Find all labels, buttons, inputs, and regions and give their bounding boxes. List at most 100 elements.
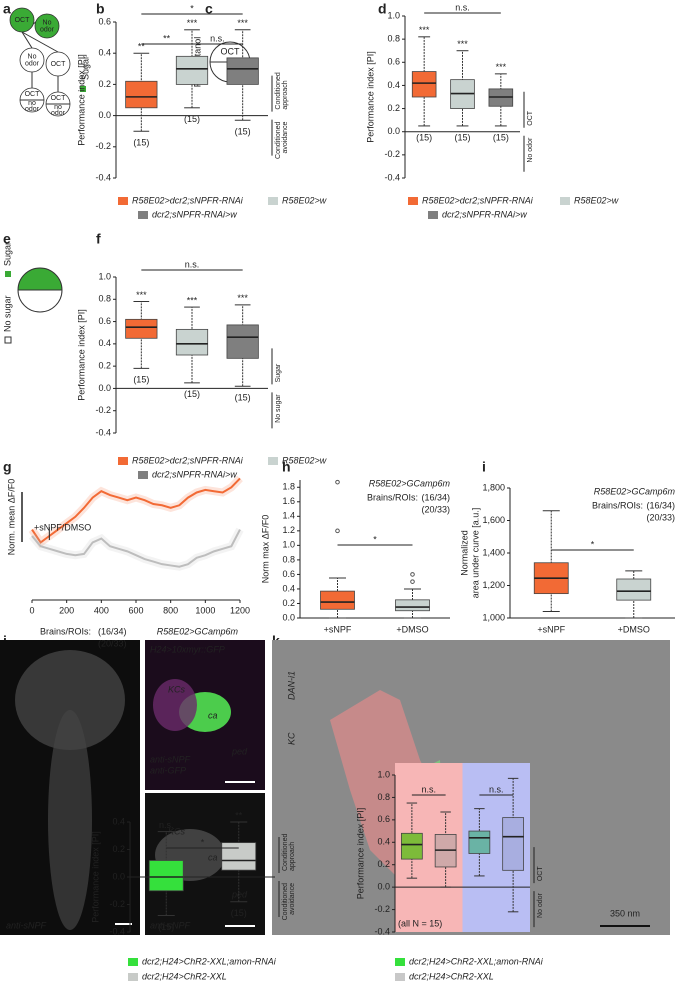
side-label: avoidance bbox=[282, 122, 289, 154]
y-tick-label: 0.8 bbox=[377, 792, 390, 802]
annotation: R58E02>GCamp6m bbox=[594, 486, 676, 496]
node-label: OCT bbox=[51, 61, 67, 68]
y-tick-label: 1.0 bbox=[377, 769, 390, 779]
legend-swatch bbox=[428, 211, 438, 219]
outlier bbox=[410, 572, 415, 577]
x-tick-label: 400 bbox=[94, 605, 109, 615]
n-label: (15) bbox=[158, 922, 174, 932]
y-tick-label: 1,800 bbox=[482, 482, 505, 492]
annotation: (16/34) bbox=[646, 500, 675, 510]
significance-label: *** bbox=[237, 293, 248, 303]
significance-label: n.s. bbox=[421, 784, 436, 794]
panel-letter: d bbox=[378, 1, 387, 17]
significance-label: *** bbox=[136, 290, 147, 300]
side-label: No odor bbox=[527, 137, 534, 163]
image-label: 350 nm bbox=[610, 908, 640, 918]
x-tick-label: 1200 bbox=[230, 605, 250, 615]
box bbox=[125, 80, 158, 109]
legend-swatch bbox=[395, 958, 405, 966]
legend-swatch bbox=[560, 197, 570, 205]
annotation: (16/34) bbox=[421, 492, 450, 502]
diagram-node bbox=[9, 7, 35, 33]
micrograph-tissue bbox=[15, 650, 125, 750]
annotation: Brains/ROIs: bbox=[592, 500, 643, 510]
arrow bbox=[21, 31, 33, 49]
y-tick-label: 0.8 bbox=[282, 554, 295, 564]
significance-label: n.s. bbox=[185, 259, 200, 269]
significance-label: *** bbox=[237, 18, 248, 28]
image-label: ca bbox=[208, 710, 218, 720]
y-tick-label: 0.4 bbox=[387, 80, 400, 90]
legend-label: Sugar bbox=[80, 56, 90, 80]
n-label: (15) bbox=[493, 132, 509, 142]
side-label: approach bbox=[289, 842, 296, 871]
n-label: (15) bbox=[235, 127, 251, 137]
side-label: No sugar bbox=[275, 394, 282, 423]
image-label: anti-sNPF bbox=[150, 754, 191, 764]
legend-swatch bbox=[128, 958, 138, 966]
arrow bbox=[21, 31, 59, 53]
side-label: approach bbox=[282, 80, 289, 109]
side-label: No odor bbox=[537, 892, 544, 918]
y-tick-label: 0.2 bbox=[98, 79, 111, 89]
series-band bbox=[28, 527, 244, 571]
box bbox=[226, 324, 259, 359]
image-label: H24>10xmyr::GFP bbox=[150, 644, 225, 654]
legend-label: dcr2;sNPFR-RNAi>w bbox=[152, 209, 237, 219]
y-tick-label: 0.8 bbox=[98, 294, 111, 304]
y-tick-label: -0.2 bbox=[95, 405, 111, 415]
legend-label: R58E02>dcr2;sNPFR-RNAi bbox=[422, 195, 534, 205]
y-tick-label: 1,200 bbox=[482, 580, 505, 590]
diagram-node bbox=[34, 13, 60, 39]
legend-label: R58E02>w bbox=[282, 195, 327, 205]
x-tick-label: 800 bbox=[163, 605, 178, 615]
y-tick-label: 0.2 bbox=[377, 859, 390, 869]
x-tick-label: 1000 bbox=[195, 605, 215, 615]
y-tick-label: -0.4 bbox=[374, 926, 390, 936]
image-label: anti-sNPF bbox=[150, 920, 191, 930]
legend-swatch bbox=[118, 457, 128, 465]
legend-swatch bbox=[4, 336, 12, 344]
y-axis-label: Performance index [PI] bbox=[76, 54, 86, 146]
panel-letter: a bbox=[3, 1, 11, 17]
box bbox=[502, 817, 524, 871]
panel-letter: h bbox=[282, 459, 291, 475]
significance-label: ** bbox=[163, 33, 171, 43]
y-tick-label: -0.2 bbox=[95, 141, 111, 151]
panel-letter: f bbox=[96, 231, 101, 247]
y-tick-label: 0.0 bbox=[98, 110, 111, 120]
image-label: DAN-i1 bbox=[286, 671, 296, 700]
box bbox=[221, 842, 257, 871]
y-tick-label: 1.0 bbox=[98, 271, 111, 281]
box bbox=[175, 328, 209, 356]
n-label: (15) bbox=[235, 393, 251, 403]
annotation: (20/33) bbox=[646, 512, 675, 522]
legend-label: dcr2;H24>ChR2-XXL bbox=[142, 971, 227, 981]
box bbox=[401, 832, 423, 860]
image-label: KCs bbox=[168, 826, 186, 836]
panel-letter: g bbox=[3, 459, 12, 475]
y-tick-label: 0.2 bbox=[387, 103, 400, 113]
annotation: (all N = 15) bbox=[398, 918, 442, 928]
y-tick-label: 0.6 bbox=[98, 16, 111, 26]
legend-swatch bbox=[268, 457, 278, 465]
box bbox=[395, 599, 430, 612]
node-label: OCT bbox=[221, 46, 241, 56]
x-tick-label: +sNPF bbox=[324, 624, 352, 634]
box bbox=[175, 55, 209, 85]
x-tick-label: +DMSO bbox=[396, 624, 428, 634]
y-tick-label: -0.4 bbox=[109, 926, 125, 936]
x-tick-label: 0 bbox=[29, 605, 34, 615]
box bbox=[468, 830, 491, 854]
y-tick-label: 0.0 bbox=[112, 871, 125, 881]
n-label: (15) bbox=[133, 375, 149, 385]
box bbox=[616, 578, 652, 601]
legend-label: R58E02>w bbox=[574, 195, 619, 205]
legend-swatch bbox=[80, 86, 86, 92]
series-line bbox=[31, 529, 241, 568]
y-tick-label: 0.4 bbox=[98, 48, 111, 58]
image-label: anti-GFP bbox=[150, 765, 186, 775]
y-tick-label: 0.8 bbox=[387, 34, 400, 44]
series-band bbox=[28, 475, 243, 549]
